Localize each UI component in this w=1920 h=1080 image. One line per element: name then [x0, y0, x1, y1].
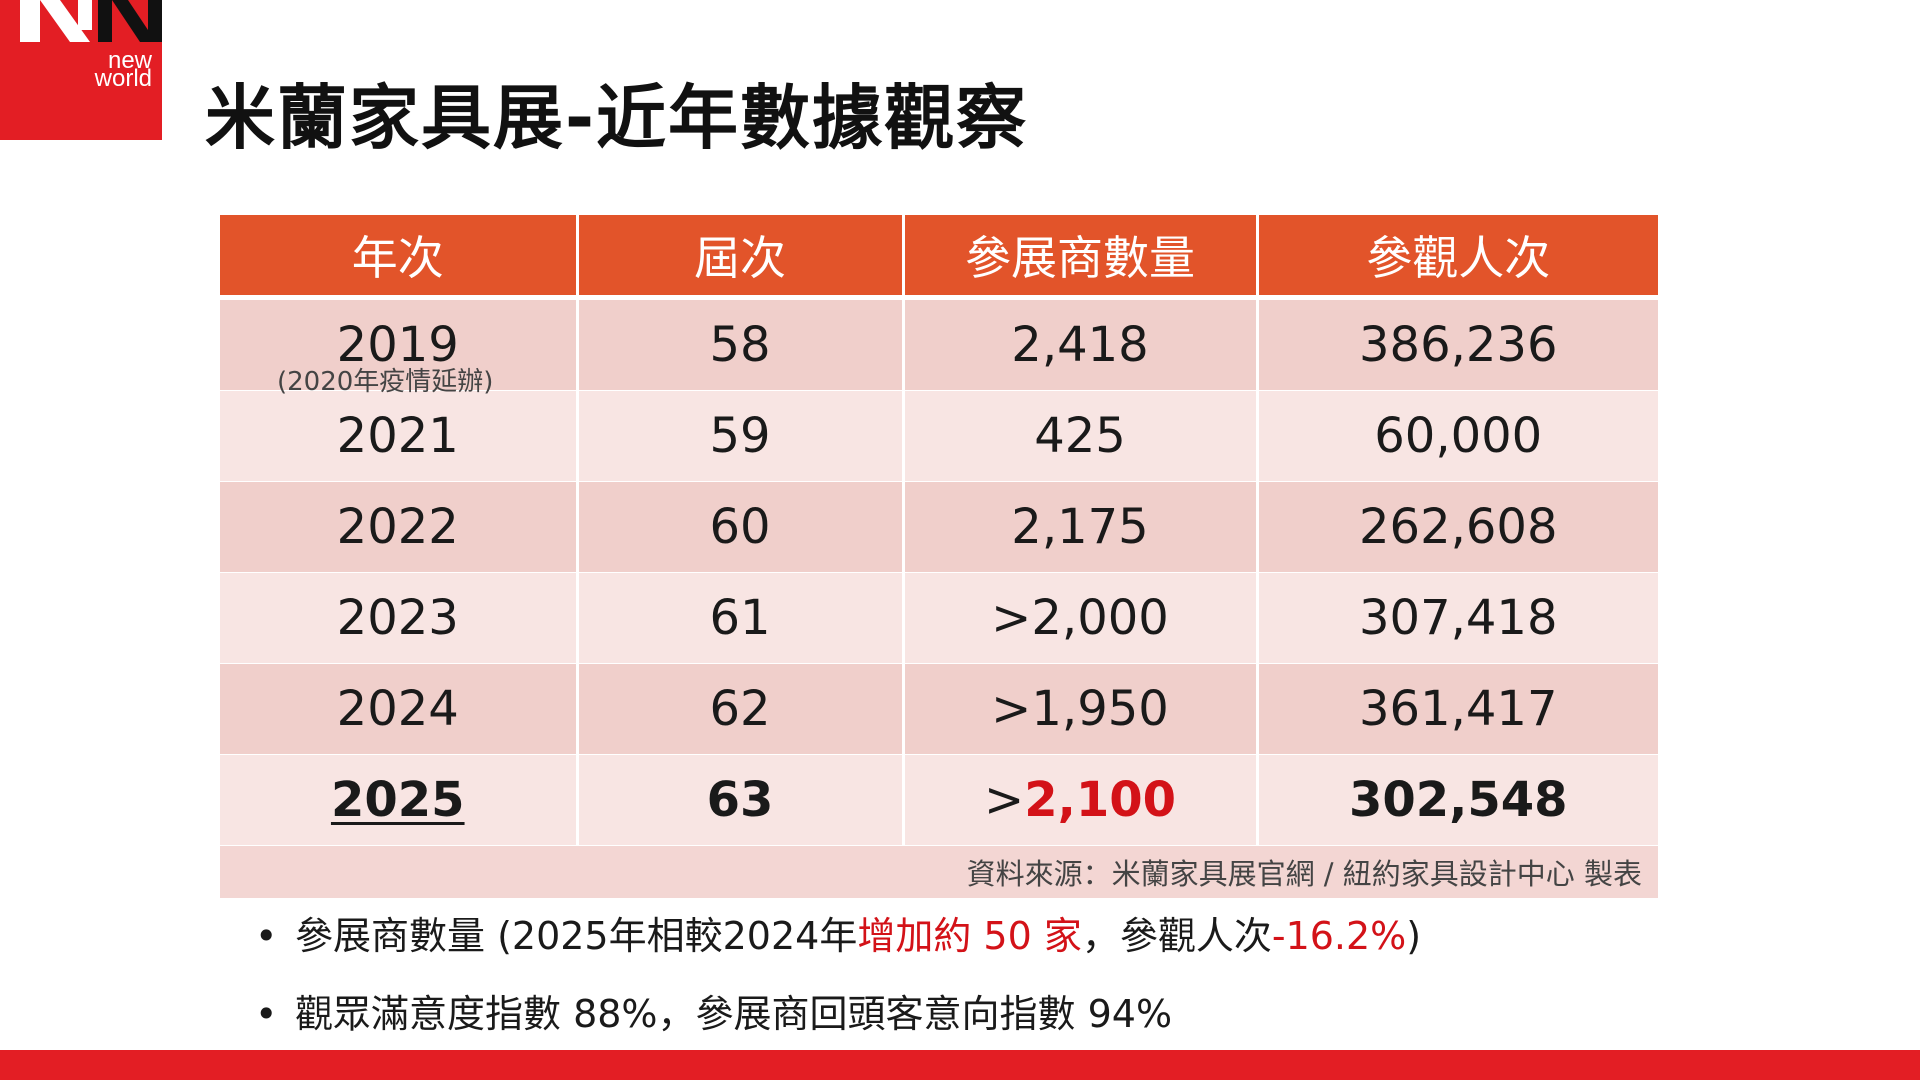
- cell-year: 2024: [220, 663, 579, 755]
- table-row-highlight: 2025 63 >2,100 302,548: [220, 754, 1658, 846]
- bullet-text: ): [1406, 914, 1422, 958]
- cell-edition: 61: [577, 572, 905, 664]
- table-row: 2022 60 2,175 262,608: [220, 481, 1658, 573]
- bullet-dot: •: [255, 992, 278, 1036]
- cell-exhibitors: >2,100: [903, 754, 1259, 846]
- logo-text-world: world: [94, 65, 152, 92]
- table-row: 2021 (2020年疫情延辦) 59 425 60,000: [220, 367, 1658, 482]
- header-edition: 屆次: [577, 215, 905, 300]
- source-note: 資料來源：米蘭家具展官網 / 紐約家具設計中心 製表: [220, 845, 1658, 899]
- exhibitors-prefix: >: [983, 772, 1025, 828]
- new-world-logo: new world: [0, 0, 162, 140]
- cell-year: 2025: [220, 754, 579, 846]
- cell-edition: 63: [577, 754, 905, 846]
- table-row: 2023 61 >2,000 307,418: [220, 572, 1658, 664]
- data-table: 年次 屆次 參展商數量 參觀人次 2019 58 2,418 386,236 2…: [220, 215, 1658, 899]
- cell-year-value: 2021: [336, 408, 459, 464]
- bullet-text: ，參觀人次: [1081, 914, 1272, 958]
- header-exhibitors: 參展商數量: [903, 215, 1259, 300]
- cell-year: 2019: [220, 297, 579, 391]
- bullet-text: 觀眾滿意度指數 88%，參展商回頭客意向指數 94%: [295, 992, 1173, 1036]
- cell-visitors: 386,236: [1257, 297, 1658, 391]
- bullet-highlight: 增加約 50 家: [857, 914, 1082, 958]
- cell-year: 2023: [220, 572, 579, 664]
- cell-edition: 58: [577, 297, 905, 391]
- cell-year: 2022: [220, 481, 579, 573]
- header-year: 年次: [220, 215, 579, 300]
- cell-edition: 59: [577, 390, 905, 482]
- logo-mark-icon: [20, 0, 162, 42]
- table-row: 2019 58 2,418 386,236: [220, 297, 1658, 391]
- cell-visitors: 262,608: [1257, 481, 1658, 573]
- bullet-list: • 參展商數量 (2025年相較2024年增加約 50 家，參觀人次-16.2%)…: [255, 905, 1421, 1061]
- cell-year-value: 2025: [330, 772, 465, 828]
- table-row: 2024 62 >1,950 361,417: [220, 663, 1658, 755]
- cell-visitors: 361,417: [1257, 663, 1658, 755]
- cell-exhibitors: 2,418: [903, 297, 1259, 391]
- exhibitors-value-highlight: 2,100: [1024, 772, 1177, 828]
- header-visitors: 參觀人次: [1257, 215, 1658, 300]
- table-source-row: 資料來源：米蘭家具展官網 / 紐約家具設計中心 製表: [220, 845, 1658, 899]
- cell-visitors: 302,548: [1257, 754, 1658, 846]
- bullet-text: 參展商數量 (2025年相較2024年: [295, 914, 858, 958]
- cell-exhibitors: 2,175: [903, 481, 1259, 573]
- cell-edition: 60: [577, 481, 905, 573]
- cell-year: 2021 (2020年疫情延辦): [220, 367, 579, 482]
- cell-visitors: 307,418: [1257, 572, 1658, 664]
- cell-exhibitors: 425: [903, 390, 1259, 482]
- bullet-item: • 觀眾滿意度指數 88%，參展商回頭客意向指數 94%: [255, 983, 1421, 1038]
- bullet-highlight: -16.2%: [1271, 914, 1407, 958]
- cell-edition: 62: [577, 663, 905, 755]
- footer-bar: [0, 1050, 1920, 1080]
- table-header-row: 年次 屆次 參展商數量 參觀人次: [220, 215, 1658, 300]
- page-title: 米蘭家具展-近年數據觀察: [205, 77, 1029, 159]
- logo-text-new: new: [107, 47, 152, 74]
- bullet-dot: •: [255, 914, 278, 958]
- year-note: (2020年疫情延辦): [277, 367, 494, 397]
- bullet-item: • 參展商數量 (2025年相較2024年增加約 50 家，參觀人次-16.2%): [255, 905, 1421, 960]
- cell-exhibitors: >1,950: [903, 663, 1259, 755]
- cell-exhibitors: >2,000: [903, 572, 1259, 664]
- cell-visitors: 60,000: [1257, 390, 1658, 482]
